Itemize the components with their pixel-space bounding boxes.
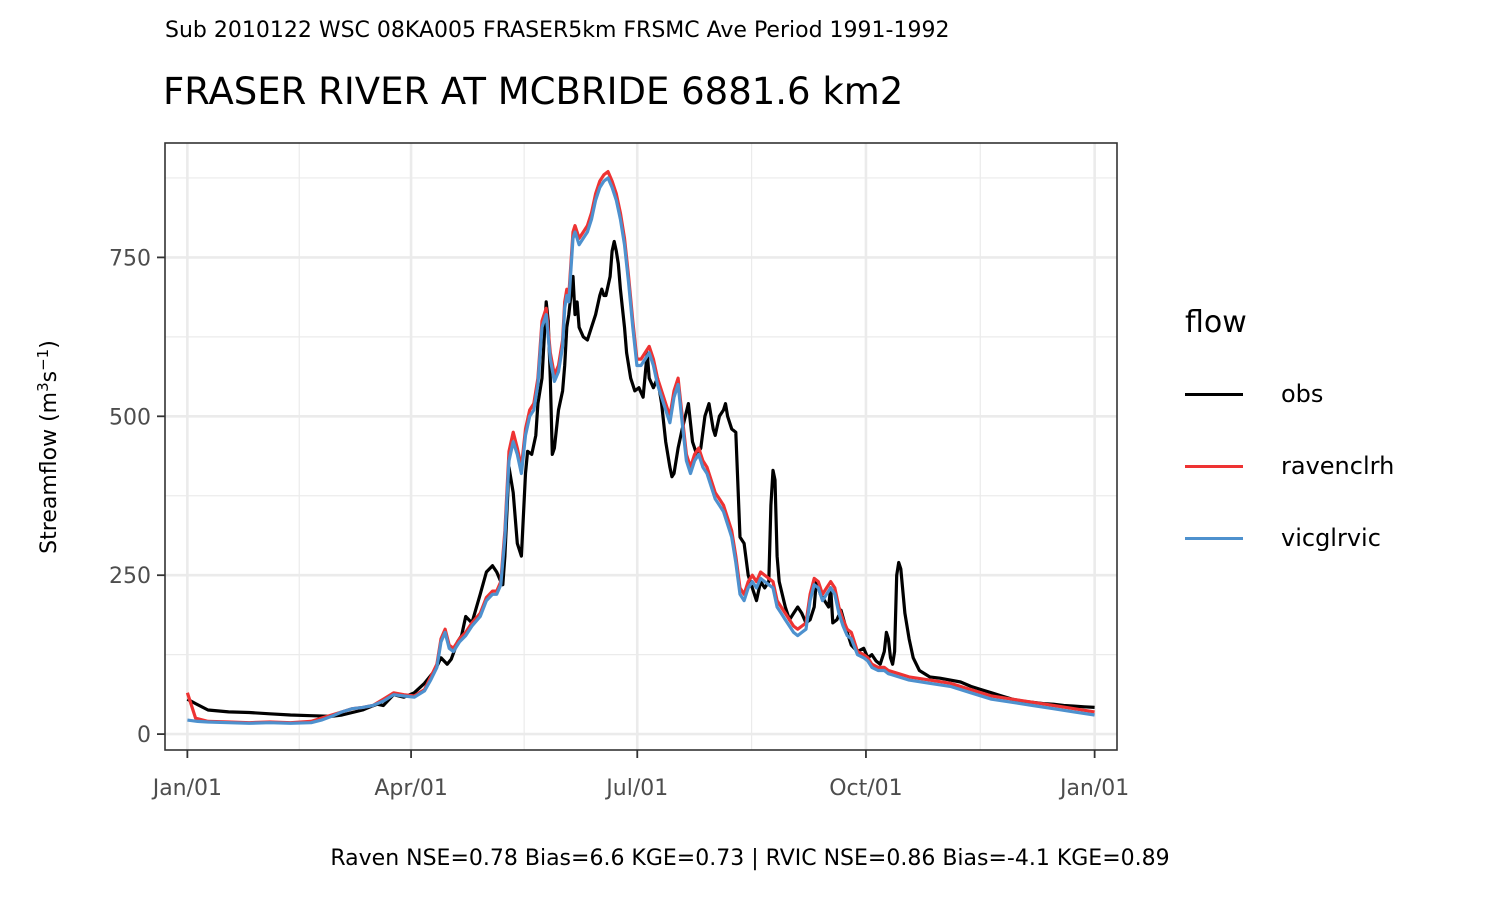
- y-axis-label-end: ): [37, 340, 63, 349]
- chart-subtitle: Sub 2010122 WSC 08KA005 FRASER5km FRSMC …: [165, 18, 950, 43]
- x-tick-label: Apr/01: [374, 776, 447, 801]
- y-axis-label-mid: s: [37, 370, 63, 383]
- series-line-obs: [186, 239, 1095, 718]
- legend-swatch: [1185, 536, 1243, 540]
- y-tick-label: 250: [109, 564, 151, 589]
- chart-title: FRASER RIVER AT MCBRIDE 6881.6 km2: [163, 70, 904, 113]
- chart-caption: Raven NSE=0.78 Bias=6.6 KGE=0.73 | RVIC …: [330, 846, 1170, 871]
- y-axis-label-sup1: 3: [33, 382, 52, 392]
- x-tick-label: Jan/01: [151, 776, 222, 801]
- y-axis-label: Streamflow (m3s−1): [34, 340, 62, 554]
- y-axis-label-sup2: −1: [33, 348, 52, 371]
- y-tick-label: 500: [109, 405, 151, 430]
- plot-panel: [165, 143, 1117, 750]
- y-axis-label-base: Streamflow (m: [37, 391, 63, 554]
- legend-title: flow: [1185, 305, 1247, 340]
- y-tick-label: 0: [137, 723, 151, 748]
- legend-item-ravenclrh: ravenclrh: [1185, 430, 1394, 502]
- y-tick-label: 750: [109, 246, 151, 271]
- legend-item-obs: obs: [1185, 358, 1394, 430]
- legend-swatch: [1185, 464, 1243, 468]
- legend-label: ravenclrh: [1281, 452, 1395, 480]
- x-tick-label: Jan/01: [1058, 776, 1129, 801]
- legend-swatch: [1185, 392, 1243, 396]
- legend-label: obs: [1281, 380, 1324, 408]
- x-tick-label: Jul/01: [604, 776, 668, 801]
- legend-items: obs ravenclrh vicglrvic: [1185, 358, 1394, 574]
- x-tick-label: Oct/01: [829, 776, 902, 801]
- plot-border: [164, 142, 1118, 751]
- chart-legend: flow obs ravenclrh vicglrvic: [1185, 305, 1394, 574]
- series-line-vicglrvic: [187, 176, 1095, 725]
- legend-item-vicglrvic: vicglrvic: [1185, 502, 1394, 574]
- legend-label: vicglrvic: [1281, 524, 1381, 552]
